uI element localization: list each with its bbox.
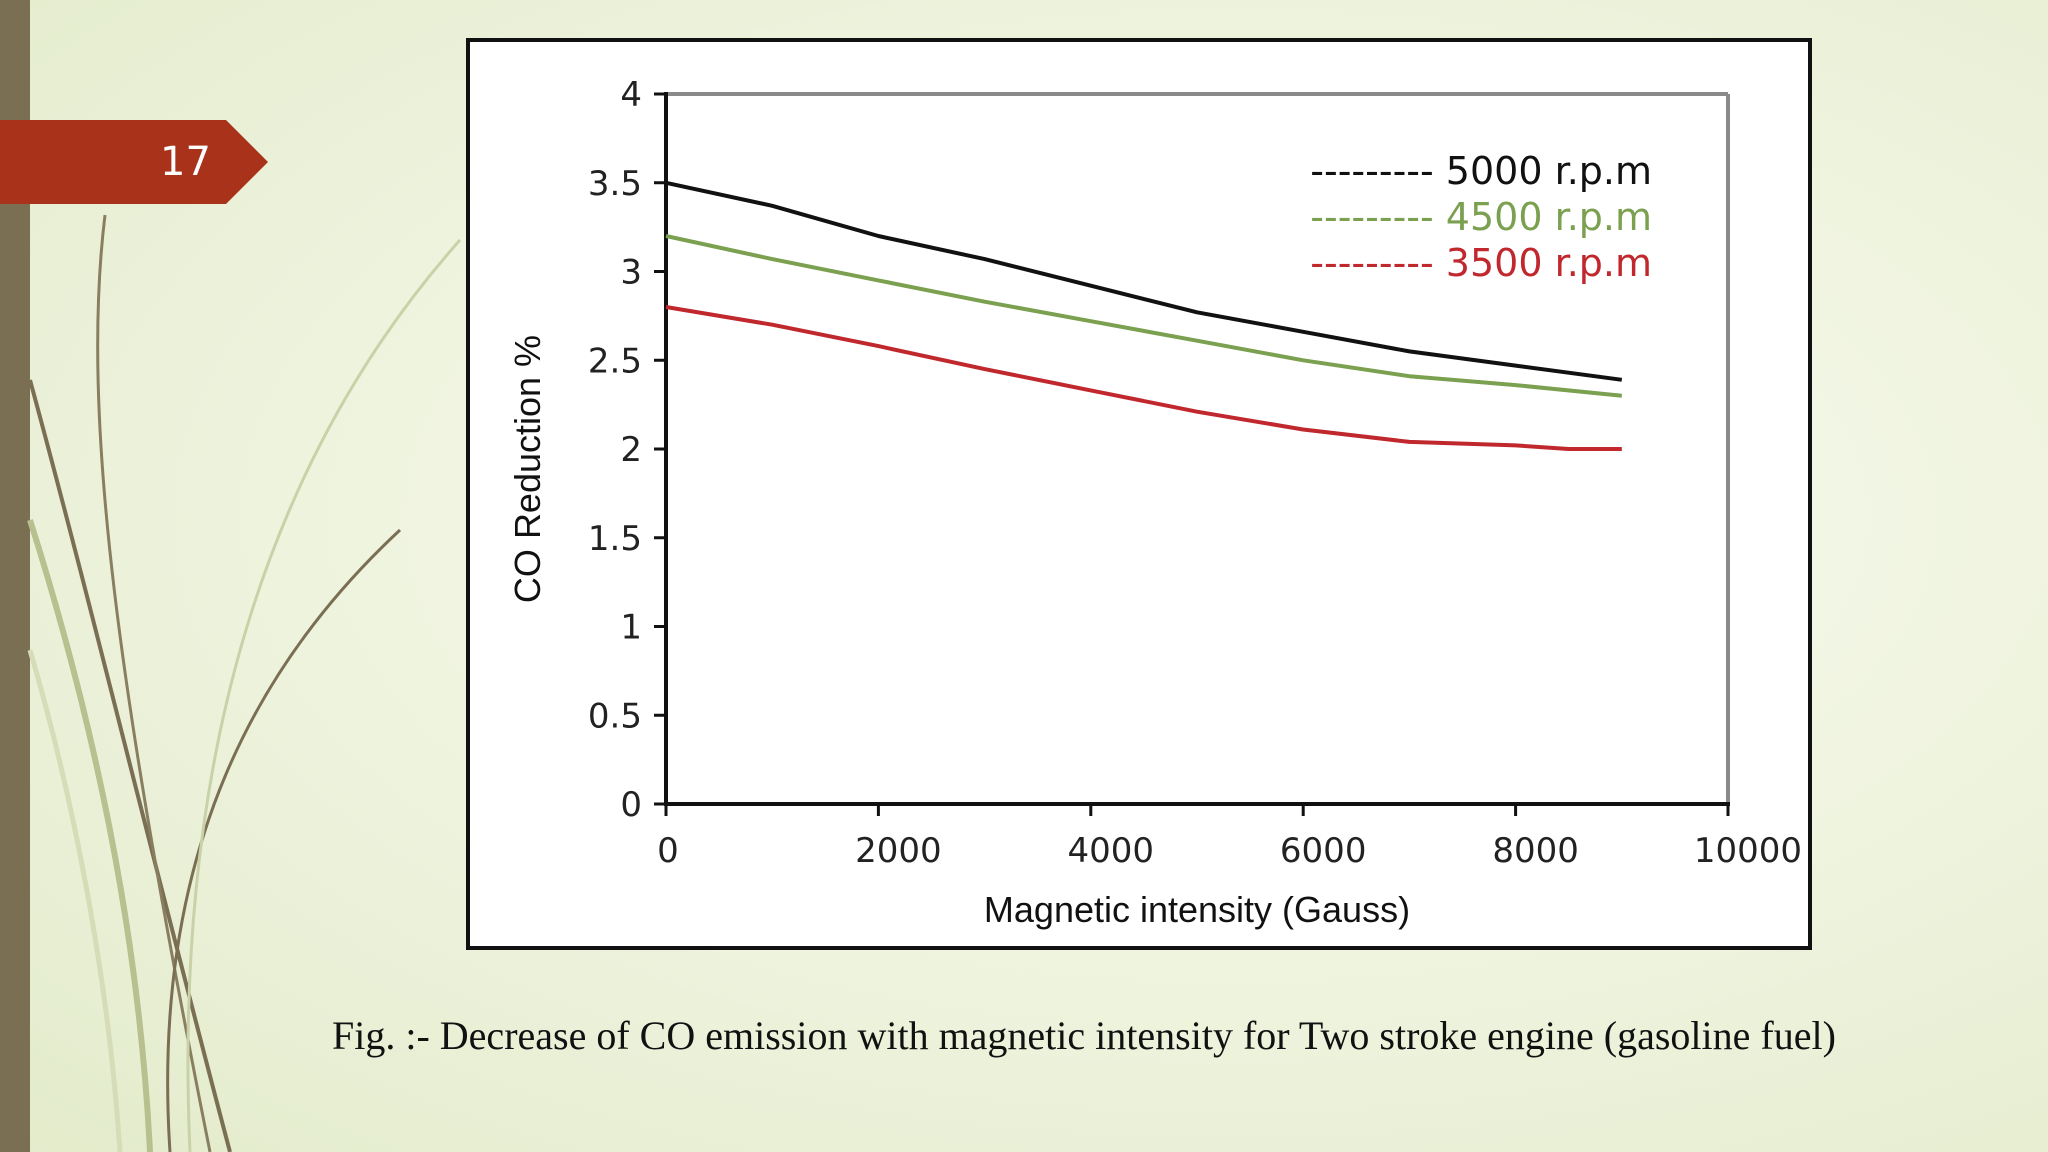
x-axis-label: Magnetic intensity (Gauss) <box>984 889 1410 930</box>
y-tick-label: 2.5 <box>588 341 642 381</box>
x-tick-label: 0 <box>657 831 679 871</box>
chart-frame: 0 0.5 1 1.5 2 2.5 3 3.5 4 0 2000 4000 6000 8000 10000 M… <box>466 38 1812 950</box>
x-tick-label: 8000 <box>1492 831 1579 871</box>
y-tick-label: 1.5 <box>588 519 642 559</box>
y-tick-label: 0.5 <box>588 696 642 736</box>
legend-entry-1: --------- 5000 r.p.m <box>1310 149 1652 193</box>
slide-number-tag: 17 <box>0 120 268 204</box>
series-line-1 <box>665 180 1623 382</box>
y-tick-label: 3 <box>620 253 642 293</box>
y-tick-label: 3.5 <box>588 164 642 204</box>
series-line-2 <box>665 234 1623 398</box>
slide-number: 17 <box>160 139 211 185</box>
y-axis-label: CO Reduction % <box>507 335 548 603</box>
x-tick-label: 10000 <box>1694 831 1802 871</box>
line-chart: 0 0.5 1 1.5 2 2.5 3 3.5 4 0 2000 4000 6000 8000 10000 M… <box>507 75 1802 930</box>
y-tick-label: 2 <box>620 430 642 470</box>
x-tick-label: 2000 <box>855 831 942 871</box>
x-tick-label: 6000 <box>1280 831 1367 871</box>
legend-entry-2: --------- 4500 r.p.m <box>1310 195 1652 239</box>
figure-caption: Fig. :- Decrease of CO emission with mag… <box>332 1013 1836 1058</box>
y-tick-label: 0 <box>620 785 642 825</box>
x-tick-label: 4000 <box>1068 831 1155 871</box>
y-tick-label: 1 <box>620 608 642 648</box>
legend-entry-3: --------- 3500 r.p.m <box>1310 241 1652 285</box>
y-tick-label: 4 <box>620 75 642 115</box>
decorative-swirls <box>27 214 462 1152</box>
series-line-3 <box>665 305 1622 451</box>
